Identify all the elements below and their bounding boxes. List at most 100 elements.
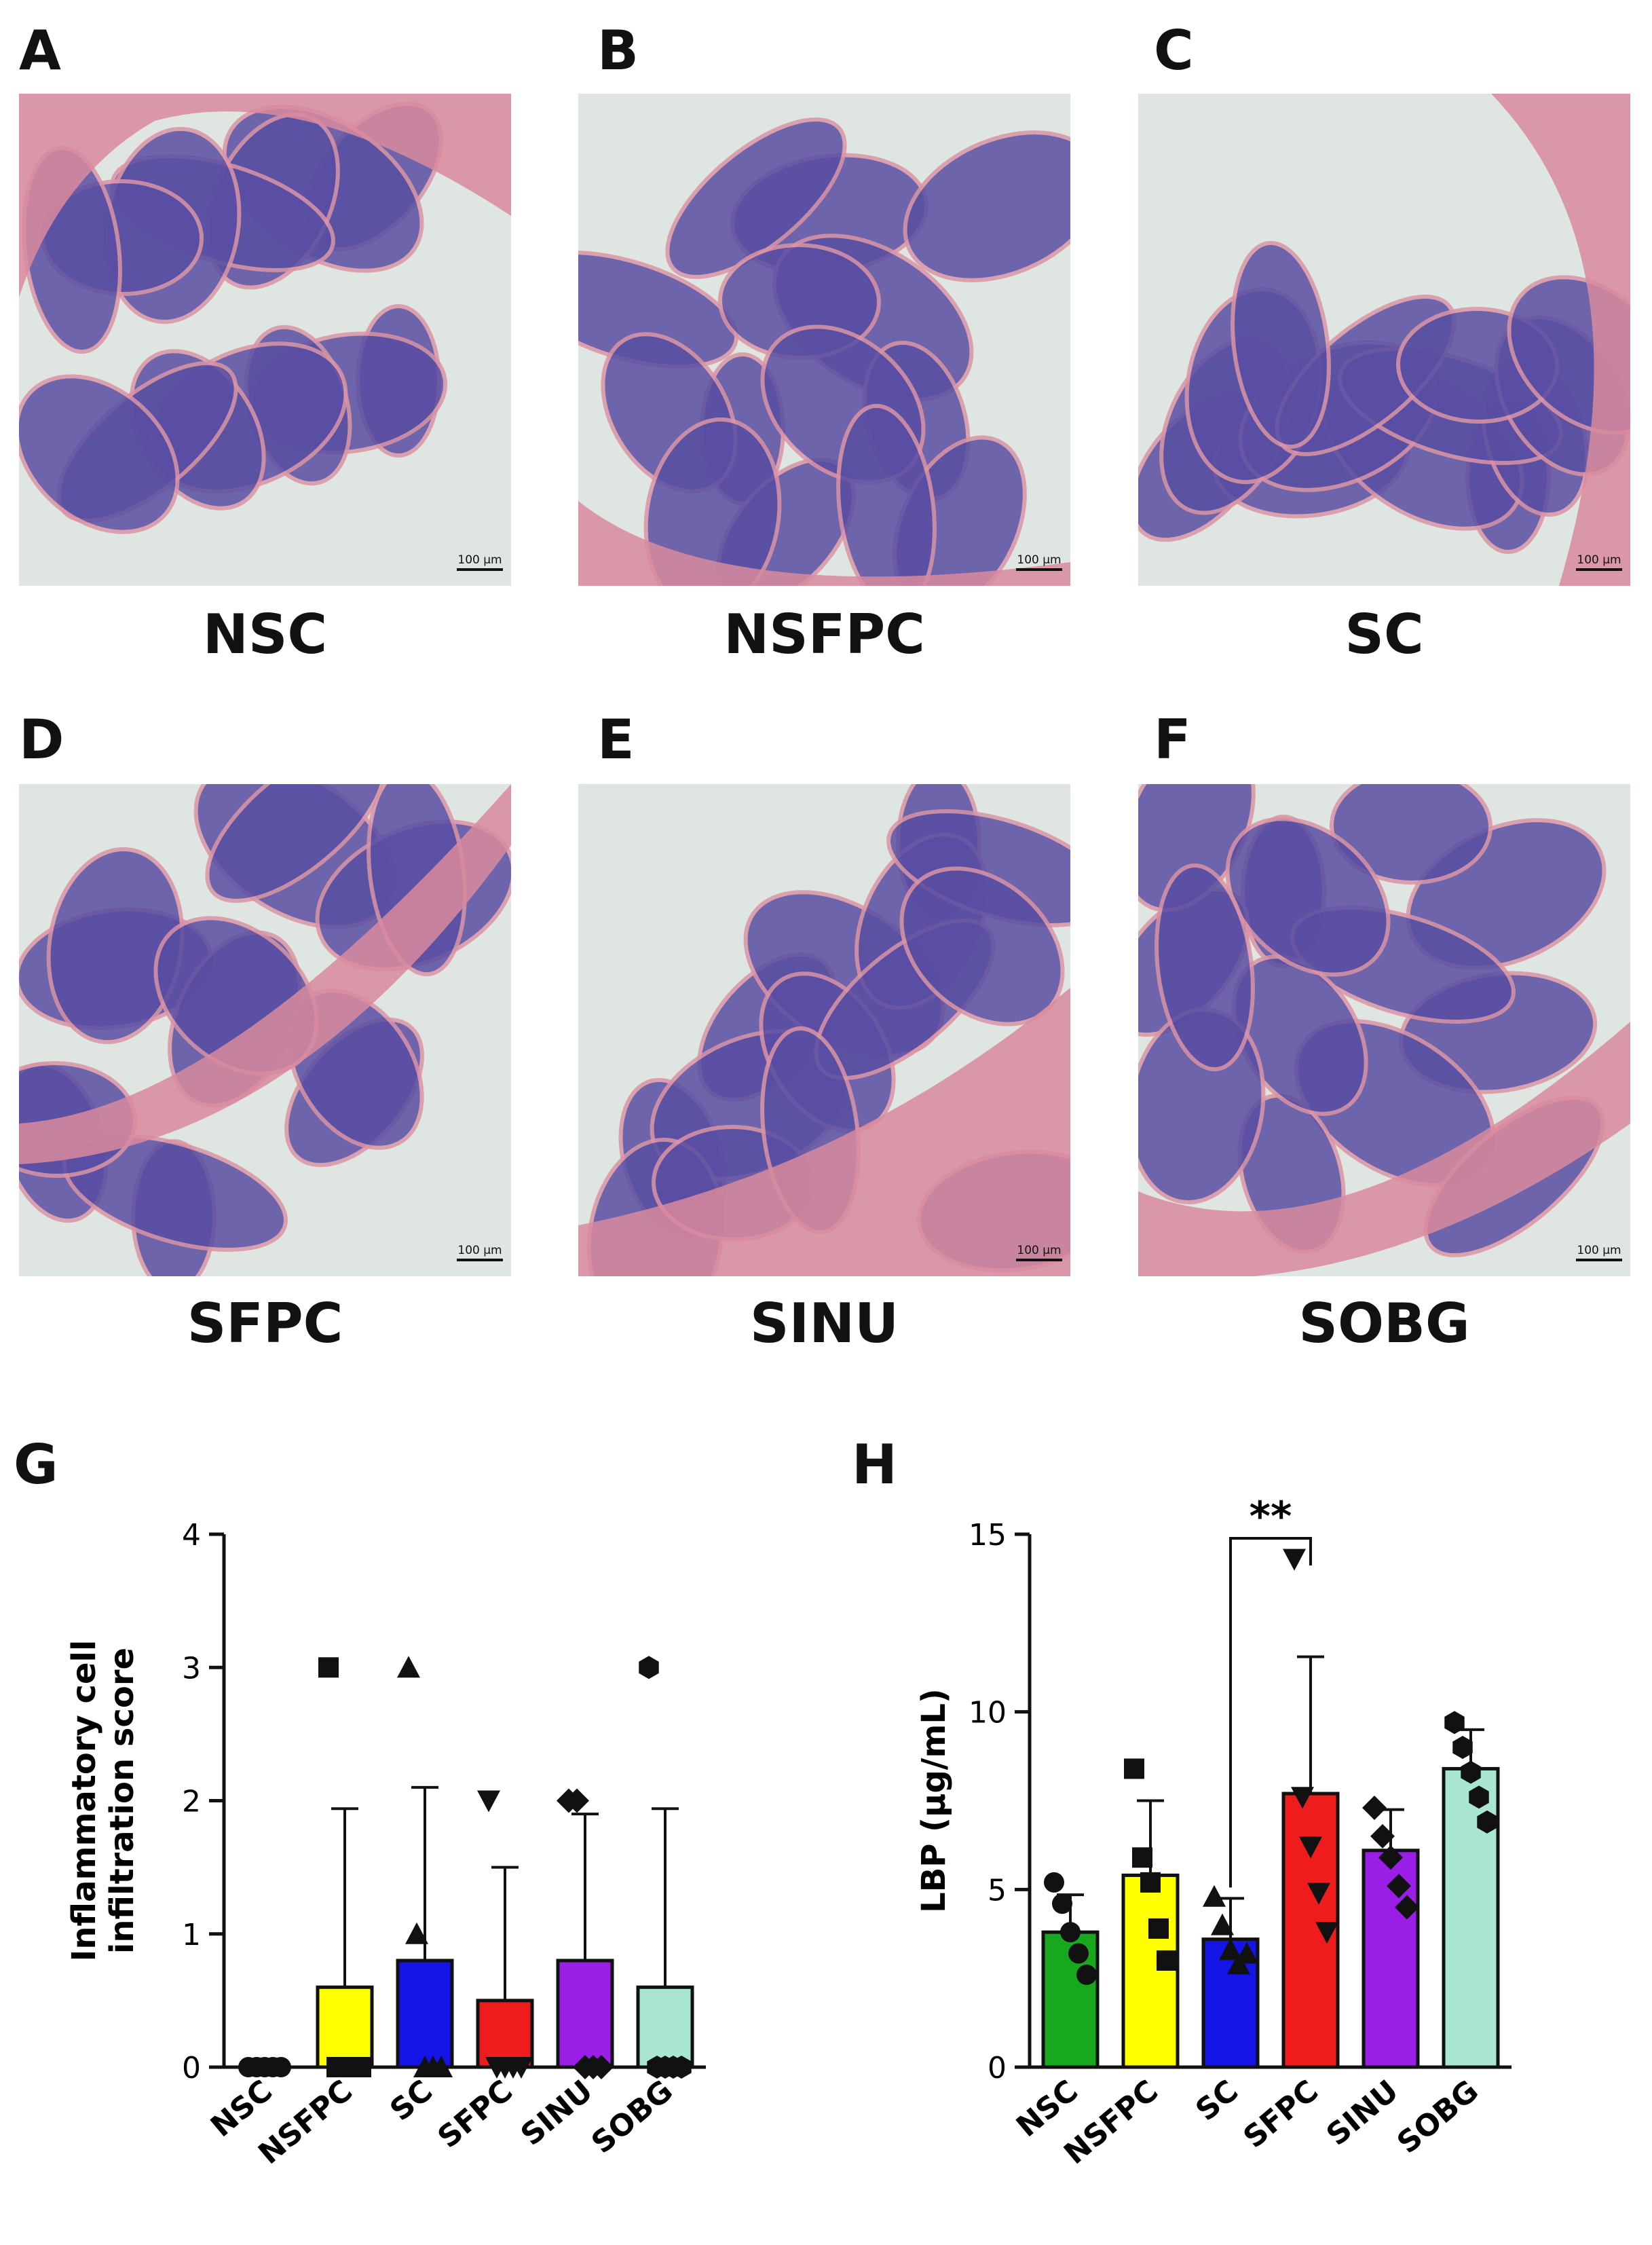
data-point bbox=[477, 1790, 500, 1813]
data-point bbox=[1076, 1964, 1097, 1985]
x-tick-label: SC bbox=[1189, 2073, 1245, 2128]
micrograph-sinu: 100 µm bbox=[578, 784, 1070, 1276]
scale-bar-line bbox=[457, 1259, 503, 1261]
points-nsfpc bbox=[318, 1657, 371, 2077]
tissue-image bbox=[1138, 784, 1630, 1276]
y-tick-label: 10 bbox=[969, 1696, 1007, 1730]
points-nsfpc bbox=[1124, 1758, 1177, 1971]
bar-sfpc bbox=[476, 1999, 534, 2069]
scale-bar-line bbox=[1576, 1259, 1622, 1261]
data-point bbox=[1211, 1913, 1234, 1935]
panel-letter-e: E bbox=[597, 708, 635, 771]
panel-letter-b: B bbox=[597, 19, 639, 82]
data-point bbox=[1395, 1895, 1419, 1920]
data-point bbox=[1452, 1736, 1473, 1759]
y-tick-label: 1 bbox=[182, 1918, 201, 1952]
data-point bbox=[1124, 1758, 1144, 1779]
bar-sinu bbox=[556, 1959, 614, 2069]
scale-bar-label: 100 µm bbox=[457, 553, 502, 567]
tissue-image bbox=[578, 784, 1070, 1276]
y-tick-label: 2 bbox=[182, 1785, 201, 1819]
data-point bbox=[1068, 1943, 1089, 1964]
bar-sobg bbox=[636, 1985, 694, 2069]
tissue-image bbox=[19, 784, 511, 1276]
scale-bar-line bbox=[457, 568, 503, 571]
bar-sc bbox=[396, 1959, 454, 2069]
data-point bbox=[510, 2057, 533, 2079]
scale-bar-line bbox=[1016, 568, 1062, 571]
data-point bbox=[1469, 1785, 1489, 1809]
points-sobg bbox=[639, 1656, 692, 2079]
x-tick-label: SFPC bbox=[1237, 2073, 1326, 2155]
data-point bbox=[1444, 1711, 1465, 1734]
scale-bar: 100 µm bbox=[457, 1244, 503, 1261]
points-sfpc bbox=[477, 1790, 533, 2079]
scale-bar-label: 100 µm bbox=[1577, 553, 1621, 567]
points-nsc bbox=[1044, 1872, 1097, 1985]
group-label-nsfpc: NSFPC bbox=[724, 603, 925, 666]
data-point bbox=[589, 2055, 614, 2079]
data-point bbox=[1315, 1922, 1338, 1944]
panel-letter-a: A bbox=[19, 19, 61, 82]
tissue-image bbox=[1138, 94, 1630, 586]
panel-letter-d: D bbox=[19, 708, 64, 771]
data-point bbox=[351, 2057, 371, 2077]
data-point bbox=[271, 2057, 291, 2077]
y-tick-label: 5 bbox=[988, 1873, 1007, 1908]
y-tick-label: 0 bbox=[988, 2051, 1007, 2085]
scale-bar: 100 µm bbox=[1576, 1244, 1622, 1261]
data-point bbox=[1052, 1893, 1072, 1914]
points-sc bbox=[397, 1656, 453, 2077]
data-point bbox=[1291, 1787, 1314, 1809]
y-tick-label: 0 bbox=[182, 2051, 201, 2085]
scale-bar-label: 100 µm bbox=[1017, 553, 1062, 567]
group-label-nsc: NSC bbox=[202, 603, 328, 666]
significance-bracket bbox=[1229, 1537, 1312, 1888]
data-point bbox=[639, 1656, 659, 1680]
panel-letter-f: F bbox=[1154, 708, 1191, 771]
bar-nsfpc bbox=[1121, 1873, 1180, 2069]
y-axis-label: Inflammatory cell bbox=[65, 1640, 103, 1962]
data-point bbox=[1157, 1950, 1177, 1971]
scale-bar-line bbox=[1016, 1259, 1062, 1261]
scale-bar-label: 100 µm bbox=[457, 1244, 502, 1257]
points-sobg bbox=[1444, 1711, 1497, 1834]
x-tick-label: SINU bbox=[514, 2073, 599, 2153]
group-label-sobg: SOBG bbox=[1298, 1292, 1470, 1355]
data-point bbox=[1362, 1795, 1387, 1820]
scale-bar: 100 µm bbox=[1016, 553, 1062, 571]
panel-letter-c: C bbox=[1154, 19, 1194, 82]
x-tick-label: SFPC bbox=[432, 2073, 520, 2155]
significance-label: ** bbox=[1250, 1493, 1292, 1540]
x-tick-label: SOBG bbox=[1391, 2073, 1485, 2160]
points-sinu bbox=[557, 1788, 614, 2079]
data-point bbox=[671, 2056, 692, 2079]
micrograph-sc: 100 µm bbox=[1138, 94, 1630, 586]
x-tick-label: SC bbox=[383, 2073, 439, 2128]
data-point bbox=[1477, 1810, 1497, 1834]
data-point bbox=[318, 1657, 339, 1678]
points-nsc bbox=[238, 2057, 291, 2077]
micrograph-sobg: 100 µm bbox=[1138, 784, 1630, 1276]
data-point bbox=[405, 1922, 428, 1944]
micrograph-nsfpc: 100 µm bbox=[578, 94, 1070, 586]
tissue-image bbox=[19, 94, 511, 586]
data-point bbox=[1132, 1847, 1152, 1868]
panel-letter-g: G bbox=[14, 1433, 58, 1496]
data-point bbox=[1387, 1874, 1411, 1899]
data-point bbox=[1235, 1942, 1258, 1964]
data-point bbox=[1148, 1918, 1169, 1939]
scale-bar-label: 100 µm bbox=[1017, 1244, 1062, 1257]
y-axis-label: LBP (µg/mL) bbox=[915, 1688, 953, 1913]
group-label-sfpc: SFPC bbox=[187, 1292, 343, 1355]
points-sinu bbox=[1362, 1795, 1419, 1920]
data-point bbox=[1283, 1548, 1306, 1571]
scale-bar: 100 µm bbox=[1576, 553, 1622, 571]
group-label-sinu: SINU bbox=[749, 1292, 899, 1355]
points-sfpc bbox=[1283, 1548, 1338, 1944]
data-point bbox=[1461, 1760, 1481, 1784]
data-point bbox=[1219, 1938, 1242, 1961]
scale-bar-label: 100 µm bbox=[1577, 1244, 1621, 1257]
data-point bbox=[430, 2056, 453, 2077]
